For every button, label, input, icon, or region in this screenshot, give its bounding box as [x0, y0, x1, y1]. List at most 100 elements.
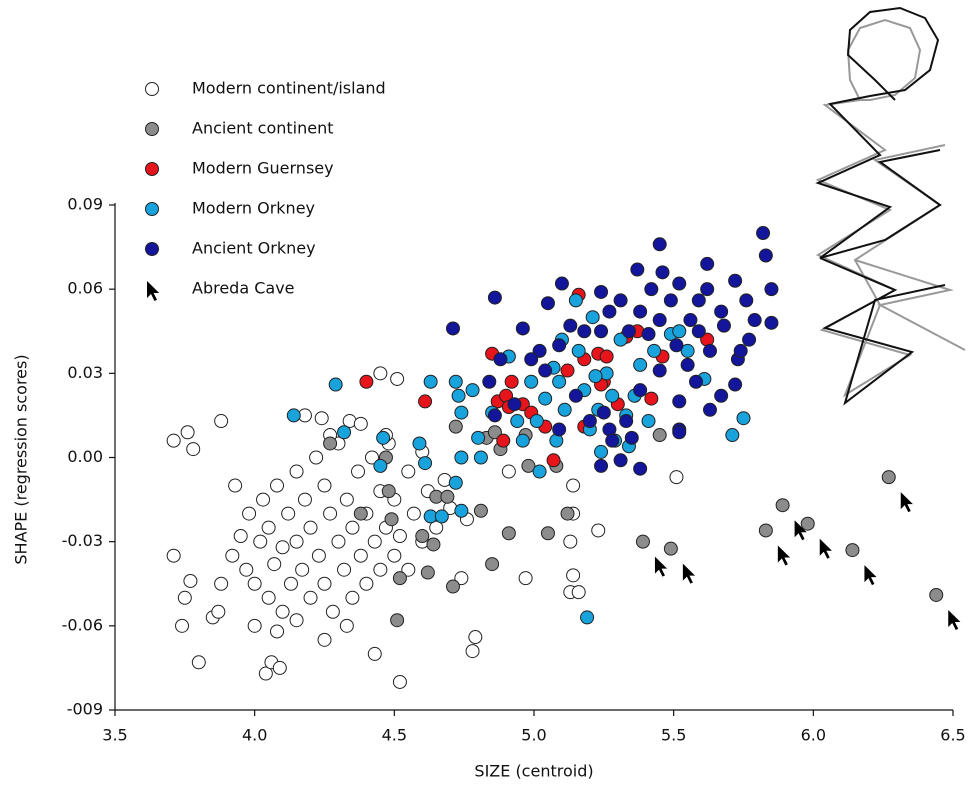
- point: [177, 590, 192, 605]
- point: [552, 374, 567, 389]
- point-arrow: [794, 520, 807, 541]
- point: [392, 571, 407, 586]
- point: [353, 548, 368, 563]
- point: [764, 315, 779, 330]
- legend-label: Ancient continent: [192, 119, 334, 138]
- y-tick-label: -0.03: [62, 531, 103, 550]
- point: [345, 590, 360, 605]
- point: [594, 458, 609, 473]
- point: [314, 411, 329, 426]
- point: [317, 632, 332, 647]
- y-tick-label: -009: [67, 700, 103, 719]
- point: [633, 383, 648, 398]
- point: [353, 506, 368, 521]
- point: [613, 332, 628, 347]
- point: [669, 338, 684, 353]
- point: [384, 512, 399, 527]
- point: [702, 402, 717, 417]
- point: [756, 226, 771, 241]
- point: [373, 458, 388, 473]
- point: [728, 377, 743, 392]
- point: [577, 324, 592, 339]
- point: [582, 414, 597, 429]
- point: [733, 343, 748, 358]
- point: [758, 523, 773, 538]
- point: [702, 343, 717, 358]
- legend-marker: [145, 202, 159, 216]
- point: [351, 464, 366, 479]
- point: [323, 506, 338, 521]
- legend-label: Modern Guernsey: [192, 159, 334, 178]
- point: [518, 571, 533, 586]
- point: [521, 458, 536, 473]
- point: [331, 534, 346, 549]
- point: [672, 276, 687, 291]
- point: [434, 509, 449, 524]
- legend-label: Abreda Cave: [192, 279, 295, 298]
- point: [359, 374, 374, 389]
- y-tick-label: -0.06: [62, 615, 103, 634]
- point: [691, 293, 706, 308]
- point-arrow: [654, 556, 668, 577]
- point: [180, 425, 195, 440]
- point: [680, 343, 695, 358]
- point: [591, 523, 606, 538]
- point: [311, 548, 326, 563]
- point: [635, 534, 650, 549]
- x-tick-label: 4.0: [242, 726, 267, 745]
- point: [510, 414, 525, 429]
- x-tick-label: 5.0: [521, 726, 546, 745]
- point: [485, 557, 500, 572]
- point: [468, 630, 483, 645]
- point: [233, 529, 248, 544]
- point: [619, 414, 634, 429]
- point: [624, 430, 639, 445]
- point: [487, 290, 502, 305]
- point: [309, 450, 324, 465]
- point: [501, 464, 516, 479]
- point: [376, 430, 391, 445]
- y-tick-label: 0.06: [67, 279, 103, 298]
- point: [596, 405, 611, 420]
- point: [487, 408, 502, 423]
- point: [317, 576, 332, 591]
- point: [571, 585, 586, 600]
- point: [390, 371, 405, 386]
- point: [663, 541, 678, 556]
- point: [566, 478, 581, 493]
- y-tick-label: 0.03: [67, 363, 103, 382]
- point: [672, 394, 687, 409]
- point: [471, 430, 486, 445]
- point: [736, 411, 751, 426]
- point: [571, 343, 586, 358]
- point: [166, 548, 181, 563]
- point: [289, 613, 304, 628]
- point: [286, 408, 301, 423]
- point: [387, 548, 402, 563]
- point: [739, 293, 754, 308]
- point: [529, 414, 544, 429]
- point: [214, 414, 229, 429]
- point: [267, 557, 282, 572]
- legend-label: Modern Orkney: [192, 199, 315, 218]
- point: [323, 436, 338, 451]
- x-tick-label: 6.0: [801, 726, 826, 745]
- point: [381, 484, 396, 499]
- legend-label: Ancient Orkney: [192, 239, 316, 258]
- point: [524, 352, 539, 367]
- legend-marker: [147, 281, 160, 301]
- point: [473, 503, 488, 518]
- point: [448, 475, 463, 490]
- point: [585, 310, 600, 325]
- point: [714, 388, 729, 403]
- legend-label: Modern continent/island: [192, 79, 386, 98]
- point: [613, 293, 628, 308]
- x-tick-label: 6.5: [940, 726, 965, 745]
- point-arrow: [682, 563, 696, 584]
- point: [339, 618, 354, 633]
- point: [295, 562, 310, 577]
- point: [775, 498, 790, 513]
- point: [621, 324, 636, 339]
- point: [566, 568, 581, 583]
- point: [175, 618, 190, 633]
